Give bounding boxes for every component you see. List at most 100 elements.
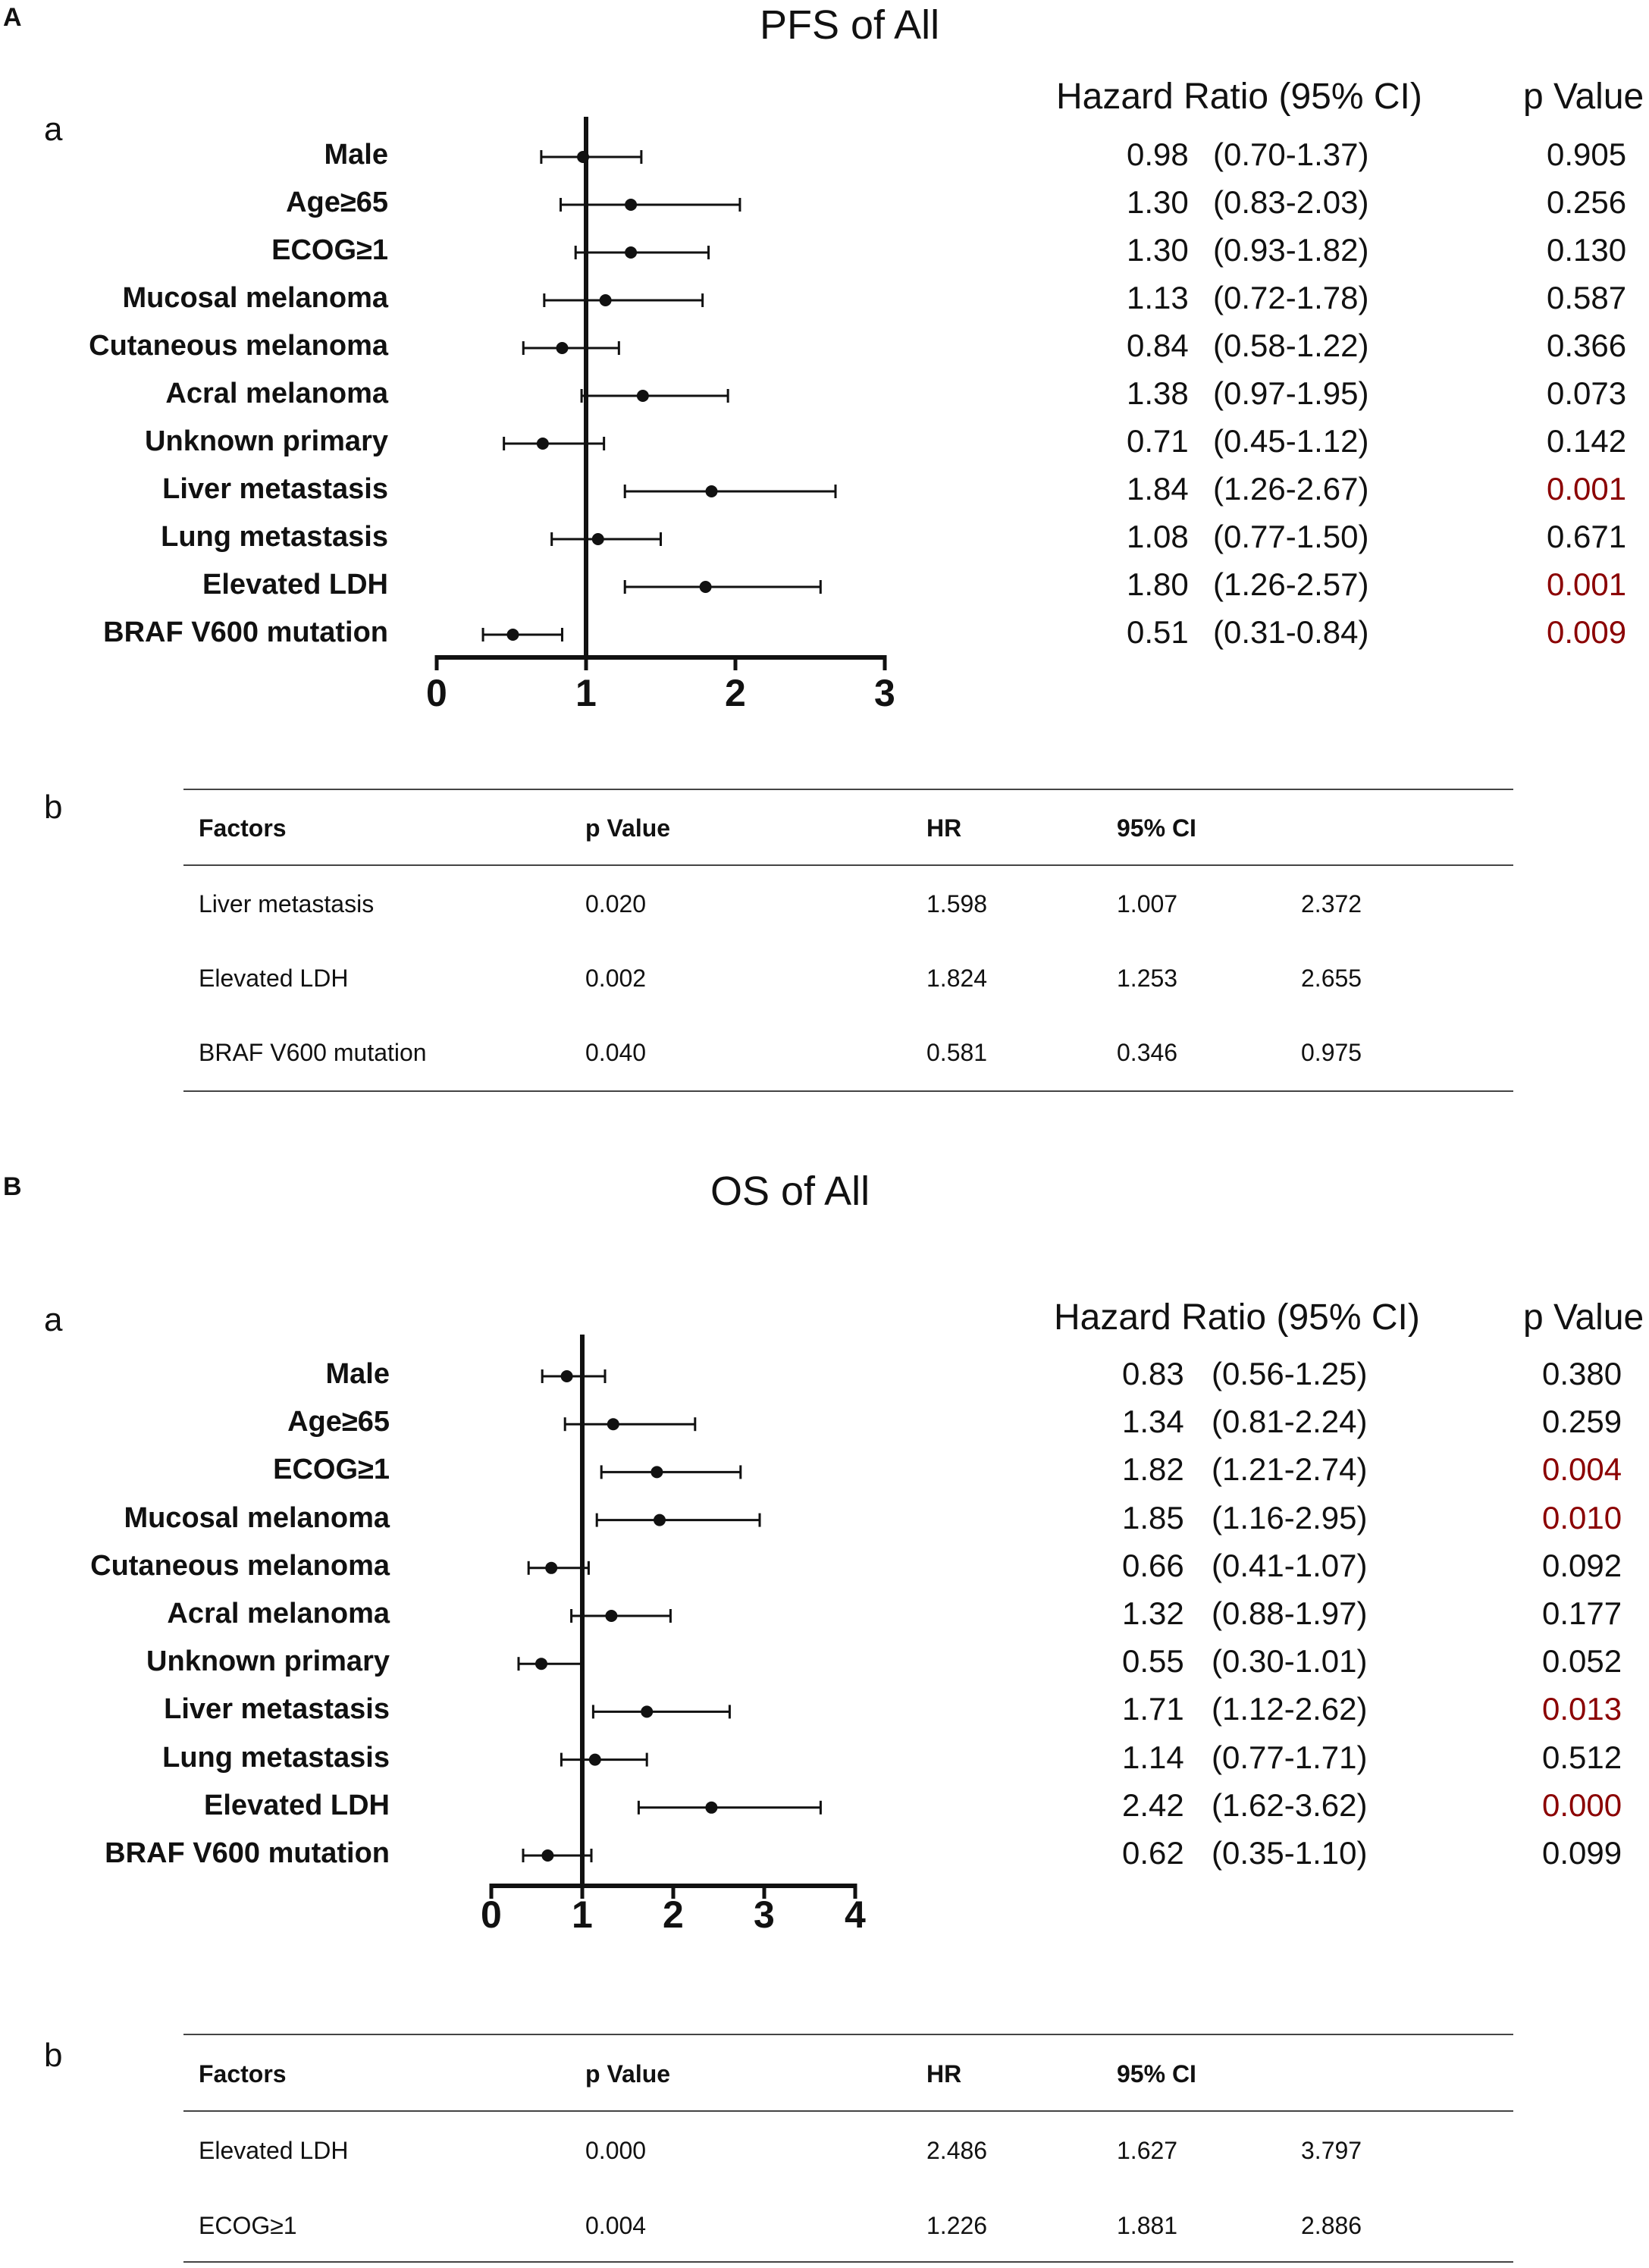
ci-value: (0.31-0.84) <box>1213 614 1368 651</box>
p-value: 0.073 <box>1547 375 1626 412</box>
hr-point <box>545 1562 557 1574</box>
table-cell: 2.486 <box>926 2137 987 2165</box>
row-label: BRAF V600 mutation <box>103 616 388 649</box>
ci-value: (0.41-1.07) <box>1212 1548 1367 1584</box>
hr-value: 0.84 <box>1127 328 1189 364</box>
p-value: 0.587 <box>1547 280 1626 316</box>
row-label: Male <box>326 1358 390 1391</box>
x-tick-label: 2 <box>725 671 746 715</box>
table-header-cell: 95% CI <box>1117 2060 1196 2088</box>
row-label: Lung metastasis <box>161 521 388 554</box>
x-tick-label: 0 <box>481 1893 502 1937</box>
p-value: 0.366 <box>1547 328 1626 364</box>
p-value: 0.009 <box>1547 614 1626 651</box>
table-factor-cell: ECOG≥1 <box>199 2212 297 2240</box>
hr-value: 1.32 <box>1122 1595 1184 1632</box>
hr-value: 0.51 <box>1127 614 1189 651</box>
p-value: 0.001 <box>1547 566 1626 603</box>
table-cell: 1.226 <box>926 2212 987 2240</box>
ci-value: (1.62-3.62) <box>1212 1787 1367 1824</box>
p-value: 0.256 <box>1547 184 1626 221</box>
row-label: Mucosal melanoma <box>124 1502 390 1535</box>
table-cell: 1.253 <box>1117 965 1177 993</box>
hr-point <box>651 1466 663 1478</box>
hr-value: 1.13 <box>1127 280 1189 316</box>
table-cell: 1.627 <box>1117 2137 1177 2165</box>
ci-value: (0.35-1.10) <box>1212 1835 1367 1871</box>
x-tick-label: 1 <box>572 1893 593 1937</box>
ci-value: (1.12-2.62) <box>1212 1691 1367 1727</box>
p-value: 0.052 <box>1542 1643 1622 1680</box>
ci-value: (0.93-1.82) <box>1213 232 1368 268</box>
p-value: 0.380 <box>1542 1356 1622 1392</box>
hr-point <box>541 1849 553 1862</box>
hr-value: 0.98 <box>1127 136 1189 173</box>
x-tick-label: 0 <box>426 671 447 715</box>
table-cell: 0.975 <box>1301 1039 1362 1067</box>
x-tick-label: 4 <box>845 1893 866 1937</box>
table-header-cell: 95% CI <box>1117 814 1196 842</box>
ci-value: (0.30-1.01) <box>1212 1643 1367 1680</box>
row-label: ECOG≥1 <box>273 1454 390 1486</box>
table-factor-cell: Elevated LDH <box>199 2137 348 2165</box>
hr-point <box>641 1705 653 1717</box>
ci-value: (1.16-2.95) <box>1212 1500 1367 1536</box>
subpanel-label-b-os: b <box>44 2037 62 2075</box>
row-label: Age≥65 <box>287 1406 390 1438</box>
x-tick-label: 1 <box>575 671 597 715</box>
ci-value: (1.26-2.57) <box>1213 566 1368 603</box>
hr-value: 1.80 <box>1127 566 1189 603</box>
p-value: 0.001 <box>1547 471 1626 507</box>
table-cell: 1.007 <box>1117 890 1177 918</box>
table-cell: 0.004 <box>585 2212 646 2240</box>
hr-value: 1.84 <box>1127 471 1189 507</box>
hr-value: 1.30 <box>1127 184 1189 221</box>
row-label: Liver metastasis <box>164 1693 390 1726</box>
x-tick-label: 2 <box>663 1893 684 1937</box>
row-label: Acral melanoma <box>165 378 388 410</box>
table-cell: 2.655 <box>1301 965 1362 993</box>
hr-value: 1.85 <box>1122 1500 1184 1536</box>
hr-value: 1.34 <box>1122 1404 1184 1440</box>
row-label: Cutaneous melanoma <box>89 330 388 362</box>
p-value: 0.905 <box>1547 136 1626 173</box>
p-value: 0.130 <box>1547 232 1626 268</box>
table-factor-cell: BRAF V600 mutation <box>199 1039 427 1067</box>
hr-point <box>607 1418 619 1430</box>
table-header-cell: Factors <box>199 814 287 842</box>
p-value: 0.142 <box>1547 423 1626 460</box>
p-value: 0.177 <box>1542 1595 1622 1632</box>
ci-value: (0.72-1.78) <box>1213 280 1368 316</box>
table-cell: 0.020 <box>585 890 646 918</box>
row-label: Age≥65 <box>286 187 388 219</box>
hr-point <box>589 1754 601 1766</box>
row-label: Acral melanoma <box>167 1598 390 1630</box>
ci-value: (0.83-2.03) <box>1213 184 1368 221</box>
ci-value: (0.45-1.12) <box>1213 423 1368 460</box>
p-value: 0.010 <box>1542 1500 1622 1536</box>
ci-value: (0.56-1.25) <box>1212 1356 1367 1392</box>
row-label: Unknown primary <box>145 425 388 458</box>
p-value: 0.259 <box>1542 1404 1622 1440</box>
row-label: Lung metastasis <box>162 1742 390 1774</box>
x-tick-label: 3 <box>874 671 895 715</box>
hr-point <box>535 1658 547 1670</box>
hr-value: 1.82 <box>1122 1451 1184 1488</box>
hr-value: 1.08 <box>1127 519 1189 555</box>
hr-value: 1.30 <box>1127 232 1189 268</box>
table-cell: 1.824 <box>926 965 987 993</box>
hr-point <box>605 1610 617 1622</box>
hr-value: 1.14 <box>1122 1739 1184 1776</box>
table-bottom-rule <box>183 2261 1513 2263</box>
hr-point <box>561 1370 573 1382</box>
table-cell: 0.002 <box>585 965 646 993</box>
ci-value: (0.97-1.95) <box>1213 375 1368 412</box>
p-value: 0.000 <box>1542 1787 1622 1824</box>
table-cell: 0.581 <box>926 1039 987 1067</box>
hr-value: 0.62 <box>1122 1835 1184 1871</box>
table-header-rule <box>183 864 1513 866</box>
p-value: 0.092 <box>1542 1548 1622 1584</box>
table-cell: 1.881 <box>1117 2212 1177 2240</box>
table-top-rule <box>183 789 1513 790</box>
row-label: Liver metastasis <box>162 473 388 506</box>
